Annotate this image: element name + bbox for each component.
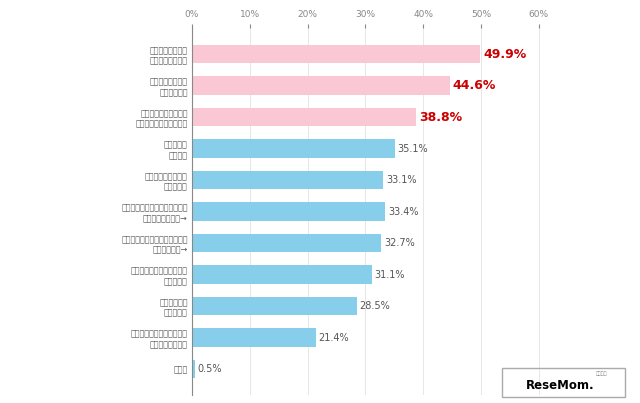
Text: 32.7%: 32.7% xyxy=(384,238,415,248)
Bar xyxy=(192,202,385,221)
Text: 28.5%: 28.5% xyxy=(360,301,390,311)
Text: 44.6%: 44.6% xyxy=(452,79,496,92)
Bar xyxy=(192,328,316,347)
Text: ReseMom.: ReseMom. xyxy=(526,379,595,392)
Bar xyxy=(192,139,395,158)
Text: ﾘｻﾏﾑ: ﾘｻﾏﾑ xyxy=(596,371,607,376)
Bar xyxy=(192,45,481,63)
Text: 49.9%: 49.9% xyxy=(483,48,527,60)
Text: 38.8%: 38.8% xyxy=(419,110,462,124)
Text: 21.4%: 21.4% xyxy=(319,332,349,343)
Text: 31.1%: 31.1% xyxy=(374,270,405,280)
Bar xyxy=(192,266,372,284)
Text: 35.1%: 35.1% xyxy=(398,143,428,154)
Text: 33.1%: 33.1% xyxy=(386,175,417,185)
Bar xyxy=(192,360,195,378)
Text: 33.4%: 33.4% xyxy=(388,207,419,216)
Bar xyxy=(192,171,383,189)
Bar xyxy=(192,234,381,252)
Bar xyxy=(192,108,416,126)
Text: 0.5%: 0.5% xyxy=(198,364,222,374)
Bar xyxy=(192,77,450,95)
Bar xyxy=(192,297,356,315)
